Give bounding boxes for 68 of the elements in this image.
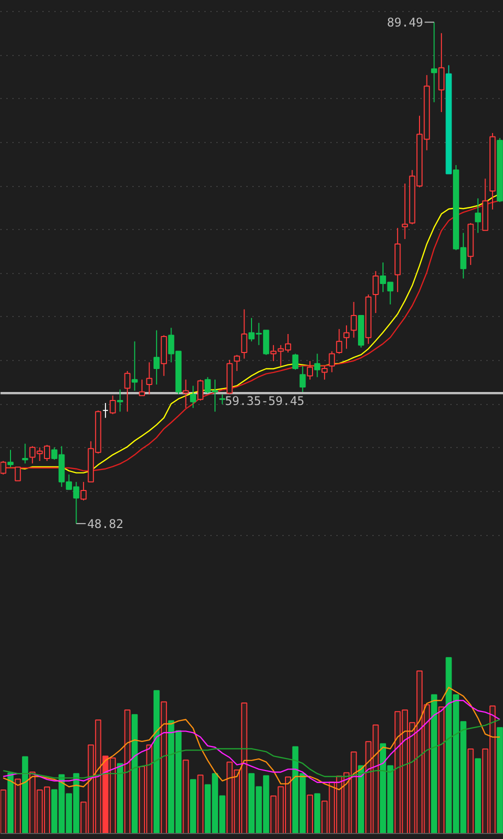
bar — [350, 752, 357, 834]
annotation: 89.49 — [387, 16, 424, 30]
bar — [306, 794, 314, 834]
bar — [496, 727, 503, 834]
bar — [328, 782, 335, 834]
annotation: 48.82 — [87, 517, 124, 532]
bar — [110, 758, 116, 834]
bar — [482, 748, 488, 834]
bar — [336, 776, 342, 834]
candlestick — [117, 388, 124, 412]
candlestick — [343, 324, 350, 350]
bar — [36, 790, 43, 834]
bar — [95, 720, 102, 834]
bar — [117, 763, 124, 834]
bar — [365, 741, 372, 834]
bar — [138, 766, 146, 834]
bar — [474, 758, 481, 834]
bar — [146, 744, 152, 834]
candlestick — [438, 32, 444, 113]
candlestick — [300, 366, 306, 392]
bar — [124, 710, 130, 834]
candlestick — [431, 22, 438, 103]
bar — [14, 778, 21, 834]
bar — [154, 690, 160, 834]
bar — [197, 774, 204, 834]
bar — [431, 694, 438, 834]
bar — [409, 722, 416, 834]
band-label: 59.35-59.45 — [224, 394, 304, 408]
bar — [160, 701, 167, 834]
bar — [416, 670, 423, 834]
bar — [241, 702, 248, 834]
bar — [102, 756, 109, 834]
bar — [278, 786, 284, 834]
bar — [7, 772, 14, 834]
candlestick — [146, 362, 152, 395]
candlestick — [102, 402, 109, 418]
bar — [29, 772, 36, 834]
bar — [358, 765, 364, 834]
bar — [489, 705, 496, 834]
bar — [234, 769, 240, 834]
candlestick — [132, 340, 138, 392]
candlestick — [372, 270, 379, 314]
bar — [372, 724, 379, 834]
bar — [343, 772, 350, 834]
candlestick — [182, 379, 189, 408]
bar — [0, 790, 6, 834]
bar — [80, 802, 87, 834]
bar — [394, 711, 401, 834]
bar — [438, 706, 444, 834]
bar — [468, 748, 474, 834]
candlestick — [314, 353, 320, 378]
bar — [44, 786, 50, 834]
bar — [402, 710, 408, 834]
bar — [226, 762, 233, 834]
bar — [322, 800, 328, 834]
bar — [22, 756, 28, 834]
bar — [284, 776, 292, 834]
candlestick — [474, 198, 481, 234]
bar — [132, 714, 138, 834]
bar — [190, 779, 196, 834]
candlestick — [22, 443, 28, 464]
bar — [424, 704, 430, 834]
candlestick — [154, 330, 160, 386]
bar — [182, 760, 189, 834]
bar — [314, 793, 320, 834]
candlestick — [394, 227, 401, 293]
bar — [270, 796, 276, 834]
bar — [88, 744, 94, 834]
